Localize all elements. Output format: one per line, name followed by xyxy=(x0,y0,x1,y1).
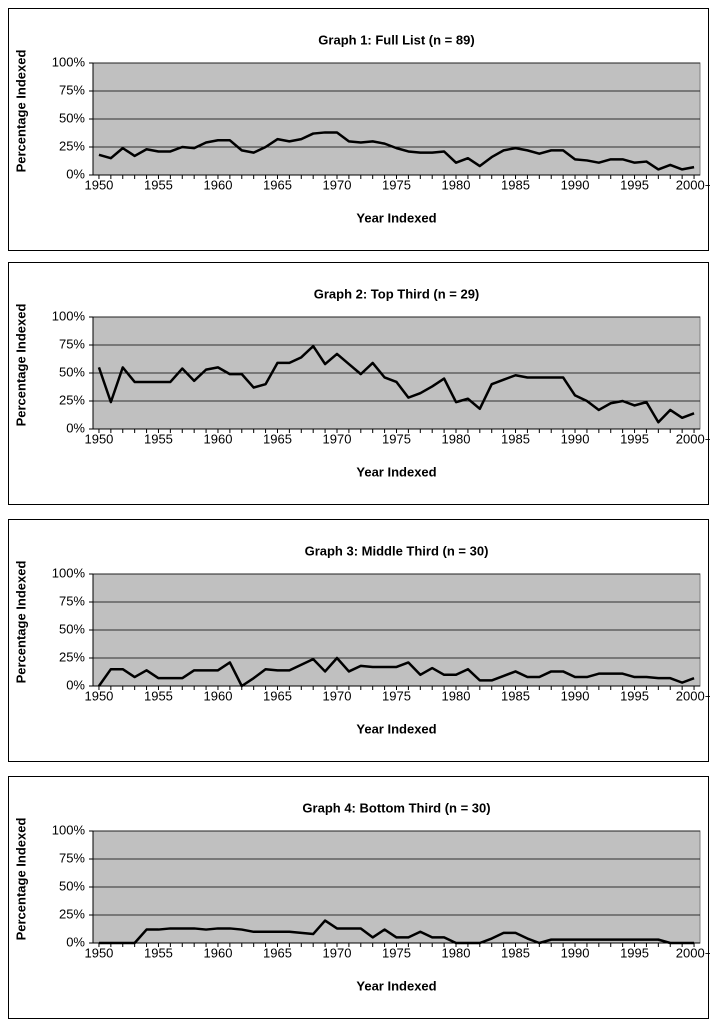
data-line xyxy=(98,131,695,171)
y-tick-label: 75% xyxy=(59,593,85,608)
x-tick-label: 1955 xyxy=(144,688,173,703)
x-tick-label: 1990 xyxy=(561,431,590,446)
y-axis-title: Percentage Indexed xyxy=(13,818,28,941)
y-tick-label: 100% xyxy=(52,54,86,69)
x-tick-label: 1975 xyxy=(382,431,411,446)
x-tick-label: 2000+ xyxy=(676,945,710,960)
x-tick-label: 1950 xyxy=(84,431,113,446)
y-axis-title: Percentage Indexed xyxy=(13,304,28,427)
y-tick-label: 0% xyxy=(66,166,85,181)
x-tick-label: 1970 xyxy=(323,945,352,960)
chart-title: Graph 4: Bottom Third (n = 30) xyxy=(302,800,490,815)
y-tick-label: 0% xyxy=(66,420,85,435)
x-tick-label: 1965 xyxy=(263,688,292,703)
x-tick-label: 2000+ xyxy=(676,688,710,703)
x-tick-label: 1955 xyxy=(144,945,173,960)
x-tick-label: 1950 xyxy=(84,945,113,960)
x-tick-label: 1990 xyxy=(561,945,590,960)
x-tick-label: 1965 xyxy=(263,945,292,960)
x-tick-label: 1990 xyxy=(561,177,590,192)
x-tick-label: 1960 xyxy=(204,688,233,703)
x-tick-label: 1960 xyxy=(204,945,233,960)
data-line xyxy=(98,919,695,945)
x-tick-label: 1995 xyxy=(620,688,649,703)
y-tick-label: 25% xyxy=(59,906,85,921)
y-tick-label: 100% xyxy=(52,308,86,323)
data-line xyxy=(97,344,695,424)
y-tick-label: 75% xyxy=(59,336,85,351)
x-tick-label: 1950 xyxy=(84,177,113,192)
x-tick-label: 1970 xyxy=(323,431,352,446)
x-tick-label: 1975 xyxy=(382,177,411,192)
x-tick-label: 1985 xyxy=(501,688,530,703)
y-tick-label: 25% xyxy=(59,138,85,153)
x-tick-label: 1960 xyxy=(204,431,233,446)
x-tick-label: 1975 xyxy=(382,688,411,703)
x-tick-label: 1980 xyxy=(442,688,471,703)
y-tick-label: 0% xyxy=(66,677,85,692)
x-tick-label: 1950 xyxy=(84,688,113,703)
data-line xyxy=(97,656,695,688)
y-tick-label: 100% xyxy=(52,565,86,580)
y-tick-label: 25% xyxy=(59,649,85,664)
x-tick-label: 1995 xyxy=(620,431,649,446)
x-tick-label: 1995 xyxy=(620,177,649,192)
y-tick-label: 100% xyxy=(52,822,86,837)
chart-title: Graph 1: Full List (n = 89) xyxy=(318,32,474,47)
y-axis-title: Percentage Indexed xyxy=(13,50,28,173)
x-tick-label: 1965 xyxy=(263,177,292,192)
x-tick-label: 1985 xyxy=(501,431,530,446)
x-tick-label: 1975 xyxy=(382,945,411,960)
x-axis-title: Year Indexed xyxy=(356,464,436,479)
x-axis-title: Year Indexed xyxy=(356,210,436,225)
x-tick-label: 1980 xyxy=(442,431,471,446)
y-tick-label: 50% xyxy=(59,621,85,636)
x-tick-label: 1985 xyxy=(501,177,530,192)
y-tick-label: 50% xyxy=(59,878,85,893)
x-tick-label: 1985 xyxy=(501,945,530,960)
x-axis-title: Year Indexed xyxy=(356,721,436,736)
x-tick-label: 1970 xyxy=(323,688,352,703)
x-tick-label: 2000+ xyxy=(676,431,710,446)
x-tick-label: 1955 xyxy=(144,431,173,446)
x-tick-label: 1995 xyxy=(620,945,649,960)
chart-title: Graph 3: Middle Third (n = 30) xyxy=(305,543,489,558)
x-tick-label: 1965 xyxy=(263,431,292,446)
x-tick-label: 1955 xyxy=(144,177,173,192)
x-tick-label: 1990 xyxy=(561,688,590,703)
y-tick-label: 75% xyxy=(59,82,85,97)
x-tick-label: 1960 xyxy=(204,177,233,192)
y-tick-label: 50% xyxy=(59,110,85,125)
x-tick-label: 1970 xyxy=(323,177,352,192)
chart-title: Graph 2: Top Third (n = 29) xyxy=(314,286,480,301)
y-axis-title: Percentage Indexed xyxy=(13,561,28,684)
x-tick-label: 1980 xyxy=(442,945,471,960)
y-tick-label: 0% xyxy=(66,934,85,949)
y-tick-label: 50% xyxy=(59,364,85,379)
y-tick-label: 25% xyxy=(59,392,85,407)
x-tick-label: 1980 xyxy=(442,177,471,192)
x-axis-title: Year Indexed xyxy=(356,978,436,993)
x-tick-label: 2000+ xyxy=(676,177,710,192)
y-tick-label: 75% xyxy=(59,850,85,865)
